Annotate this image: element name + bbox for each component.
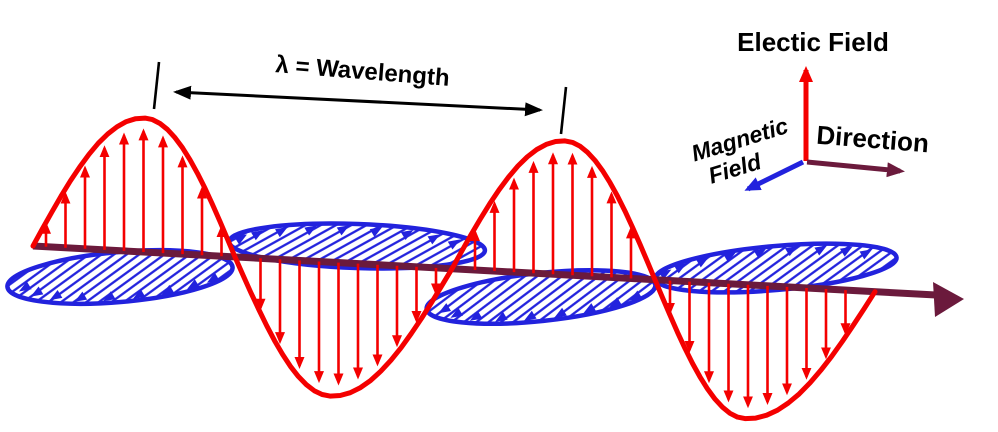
magnetic-hatch-arrow-icon [583, 303, 597, 314]
propagation-axis-line [32, 242, 937, 299]
magnetic-hatch-arrow-icon [696, 257, 709, 268]
magnetic-hatch-arrow-icon [609, 297, 622, 308]
magnetic-hatch-arrow-icon [400, 229, 414, 241]
direction-label: Direction [815, 120, 930, 159]
magnetic-hatch-arrow-icon [469, 310, 483, 321]
magnetic-hatch-arrow-icon [30, 286, 44, 297]
magnetic-hatch-arrow-icon [275, 227, 288, 238]
magnetic-hatch-arrow-icon [234, 234, 247, 245]
magnetic-hatch-arrow-icon [132, 288, 146, 300]
magnetic-hatch-arrow-icon [206, 272, 220, 283]
magnetic-hatch-arrow-icon [447, 239, 461, 250]
magnetic-hatch-arrow-icon [658, 269, 672, 280]
magnetic-hatch-arrow-icon [304, 225, 317, 236]
magnetic-hatch-arrow-icon [629, 290, 643, 301]
magnetic-hatch-arrow-icon [369, 226, 383, 238]
magnetic-hatch-arrow-icon [438, 303, 452, 314]
magnetic-hatch-arrow-icon [814, 245, 828, 256]
wavelength-tick-right [559, 86, 568, 135]
magnetic-hatch-arrow-icon [18, 281, 32, 292]
magnetic-hatch-arrow-icon [723, 252, 736, 263]
wavelength-double-arrow [173, 85, 543, 117]
electric-field-wave [30, 115, 878, 422]
magnetic-hatch-arrow-icon [251, 230, 264, 241]
electric-wave-curve [30, 115, 878, 422]
magnetic-hatch-arrow-icon [554, 307, 567, 318]
magnetic-hatch-arrow-icon [784, 246, 798, 257]
magnetic-hatch-arrow-icon [523, 310, 537, 321]
axes-legend: Electic Field Direction Magnetic Field [688, 27, 930, 192]
magnetic-hatch-arrow-icon [450, 307, 464, 318]
magnetic-hatch-arrow-icon [753, 248, 767, 259]
wavelength-tick-left [152, 61, 161, 110]
propagation-arrowhead-icon [933, 282, 964, 317]
magnetic-hatch-arrow-icon [102, 291, 116, 302]
magnetic-hatch-arrow-icon [839, 246, 853, 257]
direction-axis-arrow [806, 159, 905, 178]
magnetic-hatch-arrow-icon [859, 249, 873, 260]
magnetic-hatch-arrow-icon [186, 279, 200, 290]
magnetic-axis-arrow [744, 159, 805, 192]
magnetic-field-wave [5, 221, 899, 326]
magnetic-hatch-arrow-icon [161, 284, 175, 295]
electric-field-label: Electic Field [737, 27, 889, 57]
magnetic-hatch-arrow-icon [336, 225, 350, 236]
magnetic-hatch-arrow-icon [427, 234, 441, 245]
wavelength-label: λ = Wavelength [275, 51, 451, 92]
propagation-axis [32, 242, 964, 317]
wavelength-annotation: λ = Wavelength [152, 51, 568, 135]
magnetic-hatch-arrow-icon [74, 291, 88, 302]
magnetic-hatch-arrow-icon [495, 311, 508, 322]
magnetic-hatch-arrow-icon [673, 263, 687, 274]
magnetic-hatch-arrow-icon [49, 289, 63, 301]
